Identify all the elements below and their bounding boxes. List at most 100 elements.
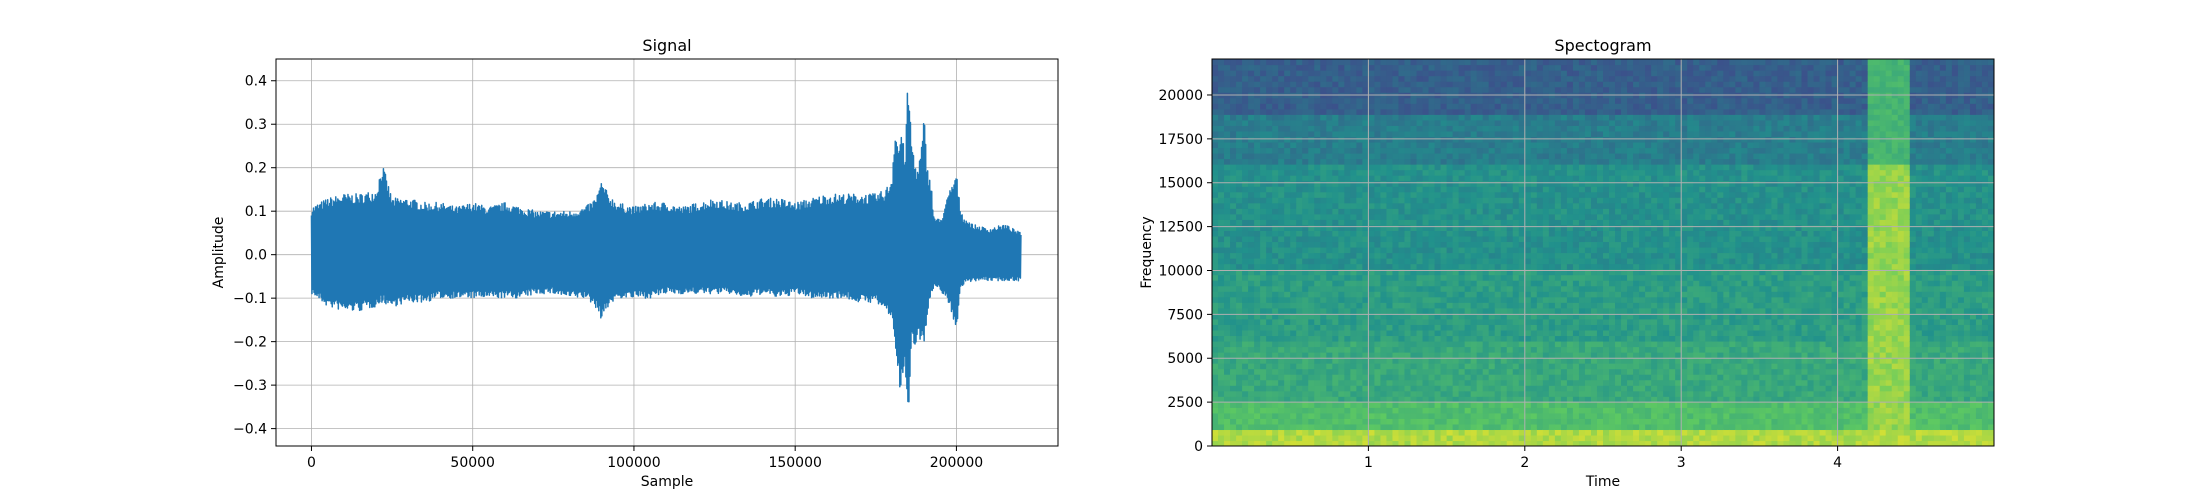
spectrogram-cell	[1488, 81, 1496, 88]
spectrogram-cell	[1212, 164, 1219, 171]
spectrogram-cell	[1356, 180, 1363, 187]
spectrogram-cell	[1440, 219, 1448, 226]
spectrogram-cell	[1512, 340, 1520, 348]
spectrogram-cell	[1290, 285, 1297, 292]
spectrogram-cell	[1410, 197, 1418, 204]
spectrogram-cell	[1476, 64, 1484, 71]
spectrogram-cell	[1512, 70, 1520, 77]
spectrogram-cell	[1224, 363, 1231, 370]
spectrogram-cell	[1386, 241, 1394, 248]
spectrogram-cell	[1621, 202, 1628, 209]
spectrogram-cell	[1386, 59, 1394, 66]
spectrogram-cell	[1308, 70, 1315, 77]
spectrogram-cell	[1266, 274, 1273, 281]
spectrogram-cell	[1518, 418, 1526, 425]
spectrogram-cell	[1476, 263, 1484, 270]
spectrogram-cell	[1284, 296, 1291, 303]
spectrogram-cell	[1284, 119, 1291, 126]
spectrogram-cell	[1530, 169, 1538, 176]
spectrogram-cell	[1356, 70, 1363, 77]
spectrogram-cell	[1434, 169, 1442, 176]
spectrogram-cell	[1434, 313, 1442, 320]
spectrogram-cell	[1392, 274, 1400, 281]
spectrogram-cell	[1572, 191, 1580, 198]
spectrogram-cell	[1458, 130, 1466, 137]
spectrogram-cell	[1398, 246, 1406, 254]
spectrogram-cell	[1230, 274, 1237, 281]
spectrogram-cell	[1482, 75, 1490, 82]
spectrogram-cell	[1524, 125, 1532, 132]
spectrogram-cell	[1530, 313, 1538, 320]
spectrogram-cell	[1236, 175, 1243, 182]
spectrogram-cell	[1374, 141, 1382, 149]
spectrogram-cell	[1518, 434, 1526, 442]
spectrogram-cell	[1560, 175, 1568, 182]
spectrogram-cell	[1434, 114, 1442, 121]
spectrogram-cell	[1627, 357, 1634, 364]
spectrogram-cell	[1554, 324, 1562, 331]
spectrogram-cell	[1578, 97, 1586, 104]
spectrogram-cell	[1218, 70, 1225, 77]
spectrogram-cell	[1609, 130, 1616, 137]
spectrogram-cell	[1332, 180, 1339, 187]
spectrogram-cell	[1530, 186, 1538, 193]
spectrogram-cell	[1470, 269, 1478, 276]
spectrogram-cell	[1290, 252, 1297, 259]
spectrogram-cell	[1314, 374, 1321, 381]
spectrogram-cell	[1633, 307, 1640, 314]
spectrogram-cell	[1326, 64, 1333, 71]
spectrogram-cell	[1488, 296, 1496, 303]
spectrogram-cell	[1615, 324, 1622, 331]
spectrogram-cell	[1434, 191, 1442, 198]
spectrogram-cell	[1482, 385, 1490, 392]
spectrogram-cell	[1584, 434, 1592, 442]
spectrogram-cell	[1398, 385, 1406, 392]
spectrogram-cell	[1218, 313, 1225, 320]
spectrogram-cell	[1422, 401, 1430, 408]
spectrogram-cell	[1560, 390, 1568, 397]
spectrogram-cell	[1338, 119, 1345, 126]
spectrogram-cell	[1254, 296, 1261, 303]
spectrogram-cell	[1296, 368, 1303, 375]
spectrogram-cell	[1290, 329, 1297, 337]
spectrogram-cell	[1290, 291, 1297, 298]
spectrogram-cell	[1308, 313, 1315, 320]
spectrogram-cell	[1434, 186, 1442, 193]
spectrogram-cell	[1603, 81, 1610, 88]
spectrogram-cell	[1536, 108, 1544, 115]
spectrogram-cell	[1476, 313, 1484, 320]
spectrogram-cell	[1326, 136, 1333, 143]
spectrogram-cell	[1542, 70, 1550, 77]
spectrogram-cell	[1458, 385, 1466, 392]
spectrogram-cell	[1452, 219, 1460, 226]
spectrogram-cell	[1350, 385, 1357, 392]
spectrogram-cell	[1560, 313, 1568, 320]
spectrogram-cell	[1338, 396, 1345, 403]
spectrogram-cell	[1326, 434, 1333, 442]
spectrogram-cell	[1278, 114, 1285, 121]
spectrogram-cell	[1410, 235, 1418, 243]
spectrogram-cell	[1398, 423, 1406, 431]
spectrogram-cell	[1500, 114, 1508, 121]
spectrogram-cell	[1296, 280, 1303, 287]
spectrogram-cell	[1374, 246, 1382, 254]
spectrogram-cell	[1566, 324, 1574, 331]
spectrogram-cell	[1344, 130, 1351, 137]
spectrogram-cell	[1212, 86, 1219, 93]
spectrogram-cell	[1560, 307, 1568, 314]
spectrogram-cell	[1572, 374, 1580, 381]
spectrogram-cell	[1392, 213, 1400, 220]
spectrogram-cell	[1615, 401, 1622, 408]
spectrogram-cell	[1230, 418, 1237, 425]
spectrogram-cell	[1230, 340, 1237, 348]
spectrogram-cell	[1386, 302, 1394, 309]
spectrogram-cell	[1524, 346, 1532, 353]
spectrogram-cell	[1584, 352, 1592, 359]
spectrogram-cell	[1308, 423, 1315, 431]
spectrogram-cell	[1584, 130, 1592, 137]
spectrogram-cell	[1350, 86, 1357, 93]
spectrogram-cell	[1248, 70, 1255, 77]
spectrogram-cell	[1633, 318, 1640, 325]
spectrogram-cell	[1326, 219, 1333, 226]
spectrogram-cell	[1596, 202, 1604, 209]
